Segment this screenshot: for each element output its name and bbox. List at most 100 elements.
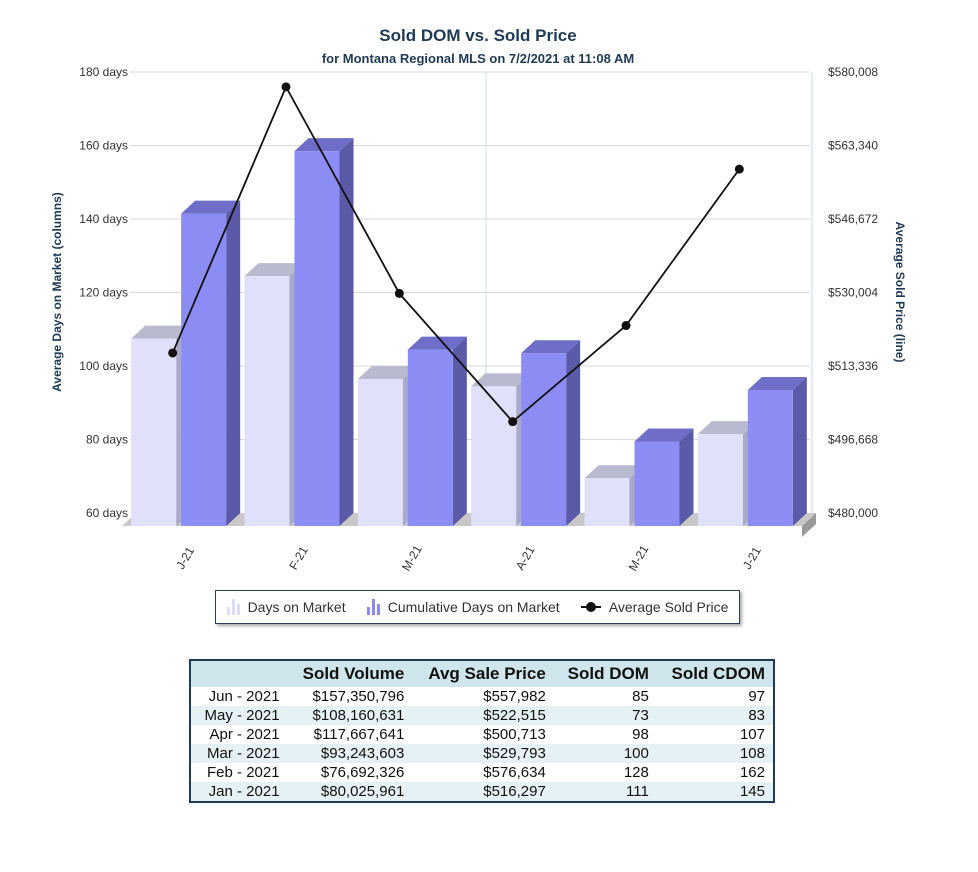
bar (747, 390, 793, 526)
table-cell: 111 (626, 783, 649, 800)
line-average-sold-price (171, 84, 741, 423)
y-tick-label: 140 days (79, 212, 128, 226)
table-row: Mar - 2021 $93,243,603 $529,793 100 108 (190, 744, 774, 763)
table-cell: 100 (623, 745, 649, 762)
bar-top (407, 336, 467, 350)
line-point (168, 348, 178, 358)
summary-table: Sold Volume Avg Sale Price Sold DOM Sold… (189, 659, 775, 803)
table-cell: $557,982 (483, 688, 546, 705)
bar (521, 353, 567, 526)
y-tick-label: 60 days (86, 506, 128, 520)
y2-tick-label: $546,672 (828, 212, 878, 226)
legend-label: Cumulative Days on Market (387, 599, 560, 615)
y2-tick-label: $480,000 (828, 506, 878, 520)
table-cell: 162 (739, 764, 765, 781)
table-cell: $76,692,326 (320, 764, 405, 781)
bar-top (244, 263, 304, 277)
y-tick-label: 120 days (79, 286, 128, 300)
table-cell: Mar - 2021 (207, 745, 280, 762)
table-cell: $93,243,603 (320, 745, 405, 762)
table-row: May - 2021 $108,160,631 $522,515 73 83 (190, 706, 774, 725)
y2-tick-label: $513,336 (828, 359, 878, 373)
table-cell: $529,793 (483, 745, 546, 762)
bar (697, 434, 743, 526)
table-cell: May - 2021 (204, 707, 280, 724)
bar-top (131, 325, 191, 339)
plot-area: 60 days $480,000 80 days $496,668 100 days $5… (79, 65, 878, 573)
table-header-cell: Avg Sale Price (428, 664, 546, 683)
table-row: Jun - 2021 $157,350,796 $557,982 85 97 (190, 687, 774, 706)
bar-side (226, 200, 241, 526)
table-cell: $108,160,631 (312, 707, 405, 724)
bar-top (747, 377, 807, 391)
x-tick-label: F-21 (286, 544, 311, 573)
table-cell: $157,350,796 (312, 688, 405, 705)
legend-item-average-sold-price[interactable]: Average Sold Price (580, 599, 729, 615)
y-tick-label: 100 days (79, 359, 128, 373)
x-tick-label: A-21 (513, 543, 538, 572)
table-cell: $522,515 (483, 707, 546, 724)
line-point (734, 164, 744, 174)
bar (244, 276, 290, 526)
bar-side (339, 138, 354, 526)
table-cell: 83 (748, 707, 765, 724)
bar-top (584, 465, 644, 479)
table-cell: Jan - 2021 (208, 783, 280, 800)
x-tick-label: M-21 (399, 542, 425, 573)
table-cell: 85 (632, 688, 649, 705)
y-tick-label: 80 days (86, 433, 128, 447)
bar-top (294, 138, 354, 152)
table-row: Feb - 2021 $76,692,326 $576,634 128 162 (190, 763, 774, 782)
table-header-cell: Sold CDOM (671, 664, 766, 683)
bar-side (566, 340, 581, 526)
y2-tick-label: $563,340 (828, 139, 878, 153)
bar-top (697, 421, 757, 435)
table-header-cell (190, 660, 288, 687)
table-cell: Jun - 2021 (208, 688, 280, 705)
table-cell: $576,634 (483, 764, 546, 781)
table-cell: Apr - 2021 (209, 726, 280, 743)
legend-item-days-on-market[interactable]: Days on Market (226, 599, 346, 615)
bar (407, 349, 453, 526)
table-header-cell: Sold DOM (567, 664, 649, 683)
bar (181, 213, 227, 526)
table-cell: $117,667,641 (313, 726, 405, 743)
bar-top (357, 366, 417, 379)
y2-tick-label: $580,008 (828, 65, 878, 79)
bar-top (634, 428, 694, 442)
bar-chart-icon (226, 599, 240, 615)
x-tick-label: M-21 (626, 542, 652, 573)
y2-tick-label: $530,004 (828, 286, 878, 300)
legend-label: Average Sold Price (608, 599, 729, 615)
table-cell: $500,713 (483, 726, 546, 743)
legend-item-cumulative-days[interactable]: Cumulative Days on Market (366, 599, 560, 615)
table-cell: 107 (739, 726, 765, 743)
bar (294, 151, 340, 526)
y-axis-title: Average Days on Market (columns) (50, 192, 64, 392)
table-cell: 98 (632, 726, 649, 743)
x-tick-label: J-21 (173, 544, 197, 571)
chart-floor-side (802, 513, 816, 537)
table-cell: $516,297 (483, 783, 546, 800)
table-cell: 128 (623, 764, 649, 781)
bar-top (181, 200, 241, 214)
bar (471, 386, 517, 526)
line-point (281, 82, 291, 92)
line-marker-icon (580, 602, 601, 612)
table-cell: 108 (739, 745, 765, 762)
bar-chart-icon (366, 599, 380, 615)
bar (131, 338, 177, 526)
line-point (394, 288, 404, 298)
chart-title: Sold DOM vs. Sold Price (379, 26, 576, 45)
table-cell: $80,025,961 (320, 783, 405, 800)
bar-side (792, 377, 807, 526)
bar-side (679, 428, 694, 526)
chart-legend: Days on Market Cumulative Days on Market… (215, 590, 740, 624)
line-point (508, 417, 518, 427)
bar-top (521, 340, 581, 354)
y-tick-label: 160 days (79, 139, 128, 153)
line-point (621, 321, 631, 331)
y-tick-label: 180 days (79, 65, 128, 79)
bar-side (452, 336, 467, 526)
table-cell: Feb - 2021 (207, 764, 280, 781)
